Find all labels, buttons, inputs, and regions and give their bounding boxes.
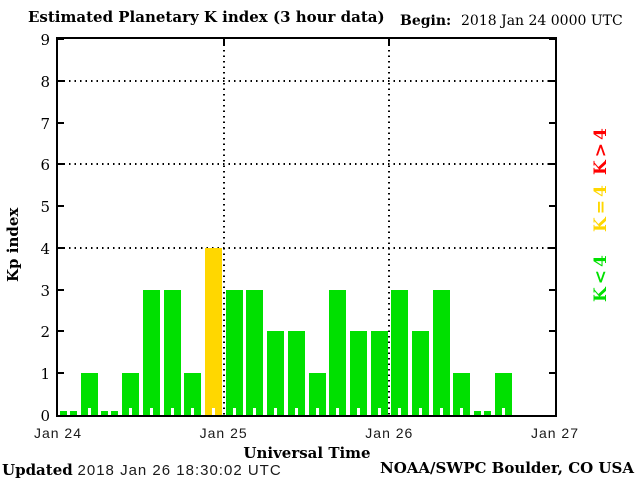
- bar-tick-notch: [253, 408, 257, 415]
- y-axis-tick: [58, 121, 64, 124]
- kp-bar: [122, 373, 140, 415]
- y-tick-label: 9: [40, 31, 50, 49]
- bar-tick-notch: [460, 408, 464, 415]
- x-tick-label: Jan 27: [530, 425, 580, 441]
- bar-tick-notch: [356, 408, 360, 415]
- y-tick-label: 5: [40, 198, 50, 217]
- bar-tick-notch: [398, 408, 402, 415]
- y-tick-label: 4: [40, 239, 50, 258]
- y-axis-tick: [58, 163, 64, 166]
- bar-tick-notch: [481, 411, 485, 415]
- y-axis-tick: [58, 205, 64, 208]
- plot-inner: [58, 39, 555, 415]
- kp-bar: [246, 289, 264, 415]
- axis-tick-top: [388, 39, 391, 45]
- kp-bar: [494, 373, 512, 415]
- y-tick-label: 7: [40, 114, 50, 133]
- y-axis-tick: [549, 246, 555, 249]
- y-axis-tick: [58, 39, 64, 40]
- gridline-kp6: [58, 163, 555, 166]
- begin-label: Begin:: [400, 13, 452, 29]
- y-axis-tick: [58, 372, 64, 375]
- updated-value: 2018 Jan 26 18:30:02 UTC: [77, 462, 282, 479]
- legend-k-lt-4: K<4: [591, 252, 611, 302]
- kp-bar: [329, 289, 347, 415]
- y-tick-label: 3: [40, 281, 50, 300]
- y-axis-tick: [549, 372, 555, 375]
- legend-k-eq-4: K=4: [591, 182, 611, 232]
- bar-tick-notch: [439, 408, 443, 415]
- credit-text: NOAA/SWPC Boulder, CO USA: [379, 459, 634, 477]
- kp-bar: [308, 373, 326, 415]
- y-tick-label: 8: [40, 72, 50, 91]
- axis-tick-top: [222, 39, 225, 45]
- y-tick-label: 6: [40, 156, 50, 175]
- kp-bar: [349, 331, 367, 415]
- gridline-kp8: [58, 79, 555, 82]
- bar-tick-notch: [315, 408, 319, 415]
- y-axis-tick: [549, 39, 555, 40]
- bar-tick-notch: [87, 408, 91, 415]
- kp-bar: [60, 411, 77, 415]
- kp-bar: [474, 411, 492, 415]
- updated-line: Updated 2018 Jan 26 18:30:02 UTC: [2, 461, 282, 479]
- y-tick-label: 0: [40, 407, 50, 425]
- day-divider: [388, 39, 391, 415]
- kp-bar: [225, 289, 243, 415]
- kp-bar: [184, 373, 202, 415]
- y-axis-tick: [549, 330, 555, 333]
- y-axis-tick: [549, 79, 555, 82]
- updated-label: Updated: [2, 461, 73, 479]
- kp-bar: [101, 411, 119, 415]
- kp-bar: [142, 289, 160, 415]
- y-axis-tick: [549, 288, 555, 291]
- y-axis-tick: [58, 79, 64, 82]
- y-axis-tick: [549, 163, 555, 166]
- y-axis-tick: [58, 246, 64, 249]
- bar-tick-notch: [170, 408, 174, 415]
- y-tick-label: 1: [40, 365, 50, 384]
- bar-tick-notch: [501, 408, 505, 415]
- kp-bar: [80, 373, 98, 415]
- chart-title: Estimated Planetary K index (3 hour data…: [28, 8, 385, 26]
- y-tick-label: 2: [40, 323, 50, 342]
- plot-area: [56, 37, 557, 417]
- bar-tick-notch: [67, 411, 70, 415]
- bar-tick-notch: [274, 408, 278, 415]
- x-axis-label: Universal Time: [243, 444, 371, 462]
- gridline-kp4: [58, 246, 555, 249]
- y-axis-tick: [549, 205, 555, 208]
- x-tick-label: Jan 25: [199, 425, 248, 441]
- bar-tick-notch: [211, 408, 215, 415]
- x-tick-label: Jan 26: [365, 425, 414, 441]
- bar-tick-notch: [377, 408, 381, 415]
- bar-tick-notch: [294, 408, 298, 415]
- y-axis-label: Kp index: [4, 207, 22, 283]
- bar-tick-notch: [419, 408, 423, 415]
- y-axis-tick: [549, 121, 555, 124]
- bar-tick-notch: [232, 408, 236, 415]
- bar-tick-notch: [129, 408, 133, 415]
- day-divider: [222, 39, 225, 415]
- bar-tick-notch: [149, 408, 153, 415]
- kp-bar: [287, 331, 305, 415]
- y-axis-tick: [58, 288, 64, 291]
- bar-tick-notch: [336, 408, 340, 415]
- kp-bar: [267, 331, 285, 415]
- begin-value: 2018 Jan 24 0000 UTC: [461, 13, 623, 29]
- kp-bar: [432, 289, 450, 415]
- x-tick-label: Jan 24: [33, 425, 83, 441]
- kp-bar: [391, 289, 409, 415]
- y-axis-tick: [58, 330, 64, 333]
- kp-bar: [163, 289, 181, 415]
- kp-bar: [412, 331, 430, 415]
- kp-bar: [370, 331, 388, 415]
- kp-bar: [453, 373, 471, 415]
- kp-bar: [204, 247, 222, 415]
- bar-tick-notch: [108, 411, 112, 415]
- bar-tick-notch: [191, 408, 195, 415]
